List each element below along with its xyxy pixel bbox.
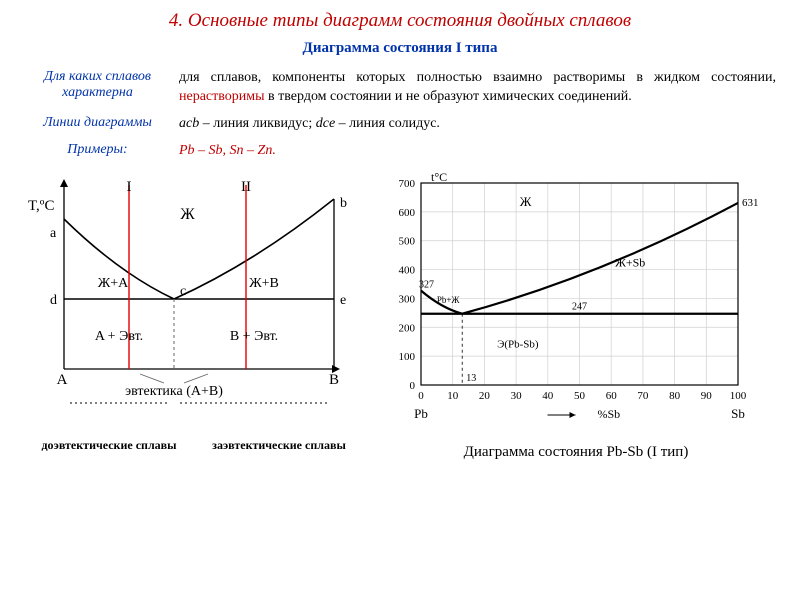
hyper-label: заэвтектические сплавы: [203, 438, 356, 453]
row2-text: acb – линия ликвидус; dce – линия солиду…: [179, 115, 776, 134]
svg-text:0: 0: [410, 380, 416, 392]
svg-text:300: 300: [399, 293, 416, 305]
svg-text:B + Эвт.: B + Эвт.: [230, 329, 278, 344]
pbsb-caption: Диаграмма состояния Pb-Sb (I тип): [376, 444, 776, 461]
svg-text:Ж+В: Ж+В: [249, 276, 279, 291]
svg-text:T,ºC: T,ºC: [28, 198, 54, 214]
svg-text:Pb+Ж: Pb+Ж: [437, 294, 461, 304]
svg-text:10: 10: [447, 390, 459, 402]
svg-text:A + Эвт.: A + Эвт.: [95, 329, 143, 344]
svg-text:A: A: [57, 372, 68, 388]
page-title: 4. Основные типы диаграмм состояния двой…: [24, 10, 776, 32]
svg-text:30: 30: [511, 390, 522, 402]
svg-text:600: 600: [399, 206, 416, 218]
svg-text:Ж+А: Ж+А: [98, 276, 129, 291]
svg-text:II: II: [241, 179, 251, 195]
svg-text:327: 327: [419, 279, 434, 290]
svg-text:70: 70: [637, 390, 649, 402]
svg-text:Э(Pb-Sb): Э(Pb-Sb): [497, 338, 539, 350]
svg-text:0: 0: [418, 390, 424, 402]
svg-text:200: 200: [399, 322, 416, 334]
svg-text:13: 13: [466, 373, 476, 384]
svg-text:50: 50: [574, 390, 586, 402]
svg-text:400: 400: [399, 264, 416, 276]
definition-rows: Для каких сплавов характерна для сплавов…: [24, 69, 776, 161]
svg-text:d: d: [50, 293, 57, 308]
page-subtitle: Диаграмма состояния I типа: [24, 40, 776, 57]
svg-text:631: 631: [742, 196, 759, 208]
svg-text:Ж+Sb: Ж+Sb: [615, 255, 645, 269]
svg-text:t°C: t°C: [431, 170, 447, 184]
svg-text:90: 90: [701, 390, 713, 402]
svg-text:247: 247: [572, 301, 587, 312]
svg-text:Ж: Ж: [180, 206, 195, 223]
svg-text:c: c: [180, 284, 186, 299]
svg-text:100: 100: [730, 390, 747, 402]
svg-text:500: 500: [399, 235, 416, 247]
svg-text:700: 700: [399, 178, 416, 190]
svg-text:60: 60: [606, 390, 618, 402]
svg-text:Pb: Pb: [414, 406, 428, 421]
schematic-diagram: T,ºCэвтектика (A+B)IIIabcdeABЖЖ+АЖ+ВA + …: [24, 169, 354, 429]
svg-text:e: e: [340, 293, 346, 308]
svg-text:a: a: [50, 226, 57, 241]
svg-text:40: 40: [542, 390, 554, 402]
row1-text: для сплавов, компоненты которых полность…: [179, 69, 776, 107]
svg-text:эвтектика (A+B): эвтектика (A+B): [125, 384, 223, 399]
svg-text:%Sb: %Sb: [598, 407, 621, 421]
svg-text:b: b: [340, 196, 347, 211]
row3-label: Примеры:: [24, 142, 179, 158]
row1-label: Для каких сплавов характерна: [24, 69, 179, 101]
svg-text:B: B: [329, 372, 339, 388]
row2-label: Линии диаграммы: [24, 115, 179, 131]
svg-text:100: 100: [399, 351, 416, 363]
svg-text:80: 80: [669, 390, 681, 402]
svg-text:20: 20: [479, 390, 491, 402]
svg-text:Sb: Sb: [731, 406, 745, 421]
svg-text:Ж: Ж: [520, 194, 532, 209]
svg-text:I: I: [127, 179, 132, 195]
hypo-label: доэвтектические сплавы: [33, 438, 186, 453]
row3-text: Pb – Sb, Sn – Zn.: [179, 142, 776, 161]
pbsb-chart: 0 100 200 300 400 500 600 700 0 10 20 30 40 50 60 70 80 9…: [376, 169, 766, 429]
